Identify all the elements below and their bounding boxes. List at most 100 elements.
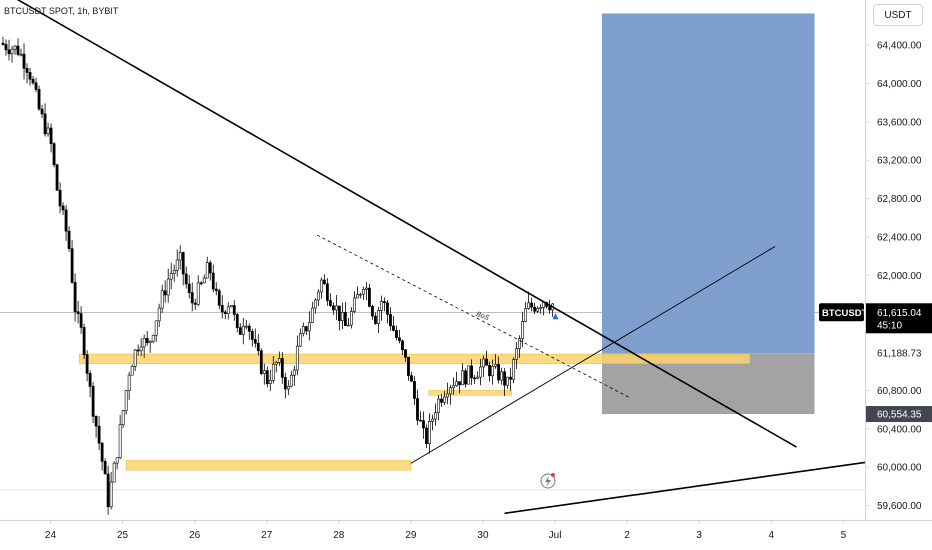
candle	[310, 301, 314, 324]
candle	[190, 282, 194, 312]
candle	[115, 457, 119, 470]
candle-body	[46, 127, 50, 135]
stop-price-label-bg	[866, 406, 932, 423]
time-tick-label: 3	[696, 530, 702, 541]
candle-body	[262, 370, 266, 374]
candle-body	[19, 53, 23, 56]
candle	[350, 307, 353, 329]
candle-body	[34, 82, 38, 90]
candle-body	[13, 45, 17, 50]
candle	[235, 313, 239, 333]
candle-body	[283, 377, 287, 390]
candle	[88, 370, 92, 398]
candle-body	[16, 45, 20, 55]
candle-body	[473, 377, 476, 380]
candle-body	[40, 108, 44, 115]
candle	[238, 323, 242, 335]
candle	[392, 315, 395, 332]
candle	[172, 264, 176, 282]
candle	[280, 352, 284, 384]
price-tick-label: 60,000.00	[877, 463, 922, 474]
candle-body	[479, 366, 482, 378]
candle-body	[443, 396, 446, 403]
candle-body	[256, 342, 260, 352]
symbol-title[interactable]: BTCUSDT SPOT, 1h, BYBIT	[4, 6, 119, 16]
candle	[389, 307, 392, 331]
line-layer: BoS	[16, 0, 866, 515]
candle-body	[115, 457, 119, 464]
candle	[4, 39, 8, 56]
candle-body	[157, 307, 161, 322]
candle	[509, 367, 512, 391]
candle-body	[82, 327, 86, 356]
candle	[148, 340, 152, 353]
candle	[380, 295, 383, 321]
candle-body	[500, 371, 503, 381]
candle-body	[295, 345, 299, 371]
entry-price-label: 61,188.73	[877, 349, 922, 360]
candle-body	[247, 325, 251, 332]
candle	[76, 301, 80, 324]
candle	[527, 291, 531, 310]
candle-body	[353, 297, 356, 312]
candle	[458, 381, 461, 394]
candle-body	[319, 279, 323, 293]
candle	[461, 363, 464, 386]
candle	[208, 260, 212, 281]
candle-body	[464, 370, 467, 385]
candle-body	[259, 350, 263, 374]
candle	[121, 409, 125, 428]
candle	[473, 374, 476, 384]
candle	[109, 472, 113, 510]
candle-body	[509, 376, 512, 380]
candle	[362, 286, 365, 300]
currency-button[interactable]: USDT	[873, 4, 923, 26]
candle	[398, 329, 401, 344]
candle	[395, 325, 398, 341]
candle-body	[178, 252, 182, 261]
candle	[428, 413, 431, 454]
price-tick-label: 62,800.00	[877, 194, 922, 205]
time-tick-label: 27	[261, 530, 273, 541]
candle-body	[214, 288, 218, 291]
candle	[40, 104, 44, 118]
candle-body	[187, 283, 191, 293]
candle	[223, 310, 227, 320]
candle	[103, 458, 107, 475]
candle-body	[461, 370, 464, 386]
candle	[250, 328, 254, 347]
candle-body	[175, 259, 179, 271]
candle-body	[103, 461, 107, 475]
candle	[25, 63, 29, 84]
candle	[452, 377, 455, 395]
candle	[289, 370, 293, 388]
candle	[232, 300, 236, 321]
candle	[244, 319, 248, 330]
candle	[425, 424, 428, 449]
candle	[43, 103, 47, 137]
price-tick-label: 63,600.00	[877, 117, 922, 128]
candle	[73, 273, 77, 322]
candle	[136, 344, 140, 356]
candle-body	[377, 310, 380, 324]
lightning-icon	[540, 473, 556, 489]
candle	[70, 240, 74, 284]
candle	[100, 441, 104, 471]
candle	[154, 320, 158, 343]
candle	[157, 303, 161, 328]
candle	[551, 303, 555, 317]
candle-body	[274, 362, 278, 365]
candle-body	[172, 270, 176, 274]
candle-body	[55, 164, 59, 191]
candle	[401, 339, 404, 355]
candle	[274, 360, 278, 373]
candle-body	[362, 289, 365, 295]
candle	[371, 304, 374, 320]
candle	[37, 85, 41, 111]
candle-body	[422, 420, 425, 429]
candle-body	[524, 308, 528, 322]
candle-body	[226, 306, 230, 314]
candle	[118, 415, 122, 460]
candle-body	[476, 376, 479, 379]
